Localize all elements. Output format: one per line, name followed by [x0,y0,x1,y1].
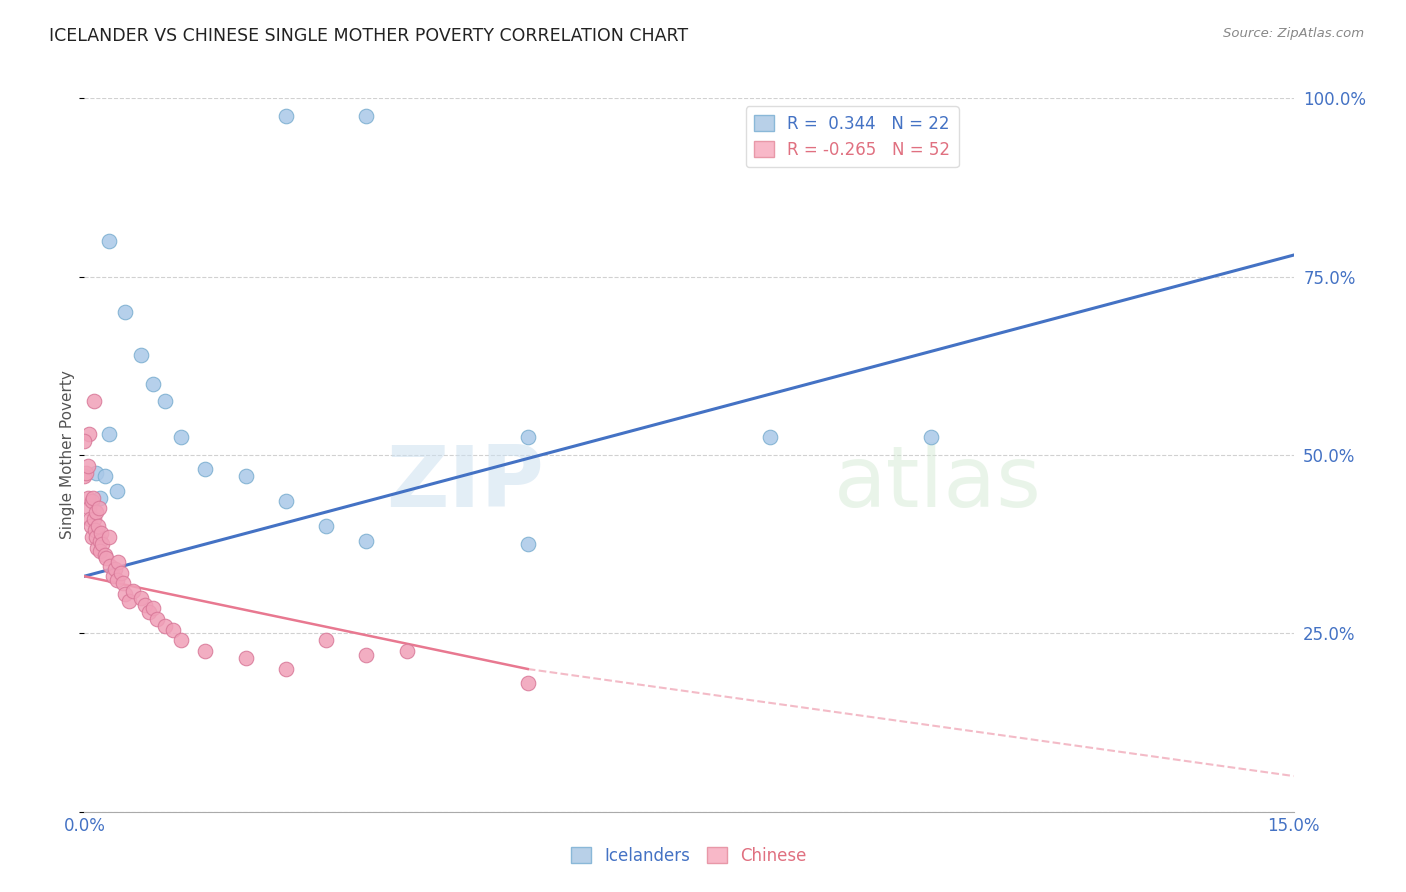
Point [104,562,127,576]
Point [129,591,152,605]
Point [101,569,124,583]
Point [87,501,110,516]
Point [97,426,120,441]
Text: ZIP: ZIP [387,442,544,525]
Point [142,601,165,615]
Point [90,526,112,541]
Point [356,109,378,123]
Point [121,583,143,598]
Point [79,512,101,526]
Point [97,530,120,544]
Point [138,605,160,619]
Point [235,469,257,483]
Point [86,541,108,555]
Point [105,483,128,498]
Point [83,512,105,526]
Point [118,594,141,608]
Point [516,430,538,444]
Point [153,394,176,409]
Point [80,530,103,544]
Point [516,537,538,551]
Point [82,494,104,508]
Point [82,491,104,505]
Text: ICELANDER VS CHINESE SINGLE MOTHER POVERTY CORRELATION CHART: ICELANDER VS CHINESE SINGLE MOTHER POVER… [49,27,689,45]
Point [75,466,97,480]
Point [89,491,111,505]
Point [83,394,105,409]
Point [235,651,257,665]
Point [146,612,169,626]
Point [80,519,103,533]
Point [274,109,297,123]
Point [83,523,105,537]
Point [87,519,110,533]
Point [98,558,121,573]
Point [77,426,100,441]
Y-axis label: Single Mother Poverty: Single Mother Poverty [60,370,75,540]
Point [315,633,337,648]
Point [93,469,115,483]
Point [112,576,135,591]
Point [274,494,297,508]
Point [89,533,111,548]
Point [107,555,129,569]
Point [129,348,152,362]
Point [758,430,780,444]
Point [516,676,538,690]
Point [77,501,100,516]
Text: atlas: atlas [834,442,1042,525]
Text: Source: ZipAtlas.com: Source: ZipAtlas.com [1223,27,1364,40]
Point [162,623,184,637]
Point [84,505,107,519]
Point [194,644,217,658]
Point [73,434,96,448]
Point [77,458,100,473]
Point [110,566,132,580]
Point [114,305,136,319]
Point [97,234,120,248]
Point [170,633,193,648]
Point [356,533,378,548]
Point [91,537,114,551]
Point [89,544,111,558]
Point [134,598,156,612]
Point [315,519,337,533]
Point [920,430,942,444]
Point [142,376,165,391]
Point [76,491,98,505]
Point [73,469,96,483]
Point [86,466,108,480]
Point [274,662,297,676]
Point [194,462,217,476]
Point [86,530,108,544]
Point [153,619,176,633]
Point [94,551,117,566]
Legend: Icelanders, Chinese: Icelanders, Chinese [564,840,814,871]
Point [93,548,115,562]
Point [114,587,136,601]
Point [105,573,128,587]
Point [356,648,378,662]
Point [170,430,193,444]
Point [395,644,418,658]
